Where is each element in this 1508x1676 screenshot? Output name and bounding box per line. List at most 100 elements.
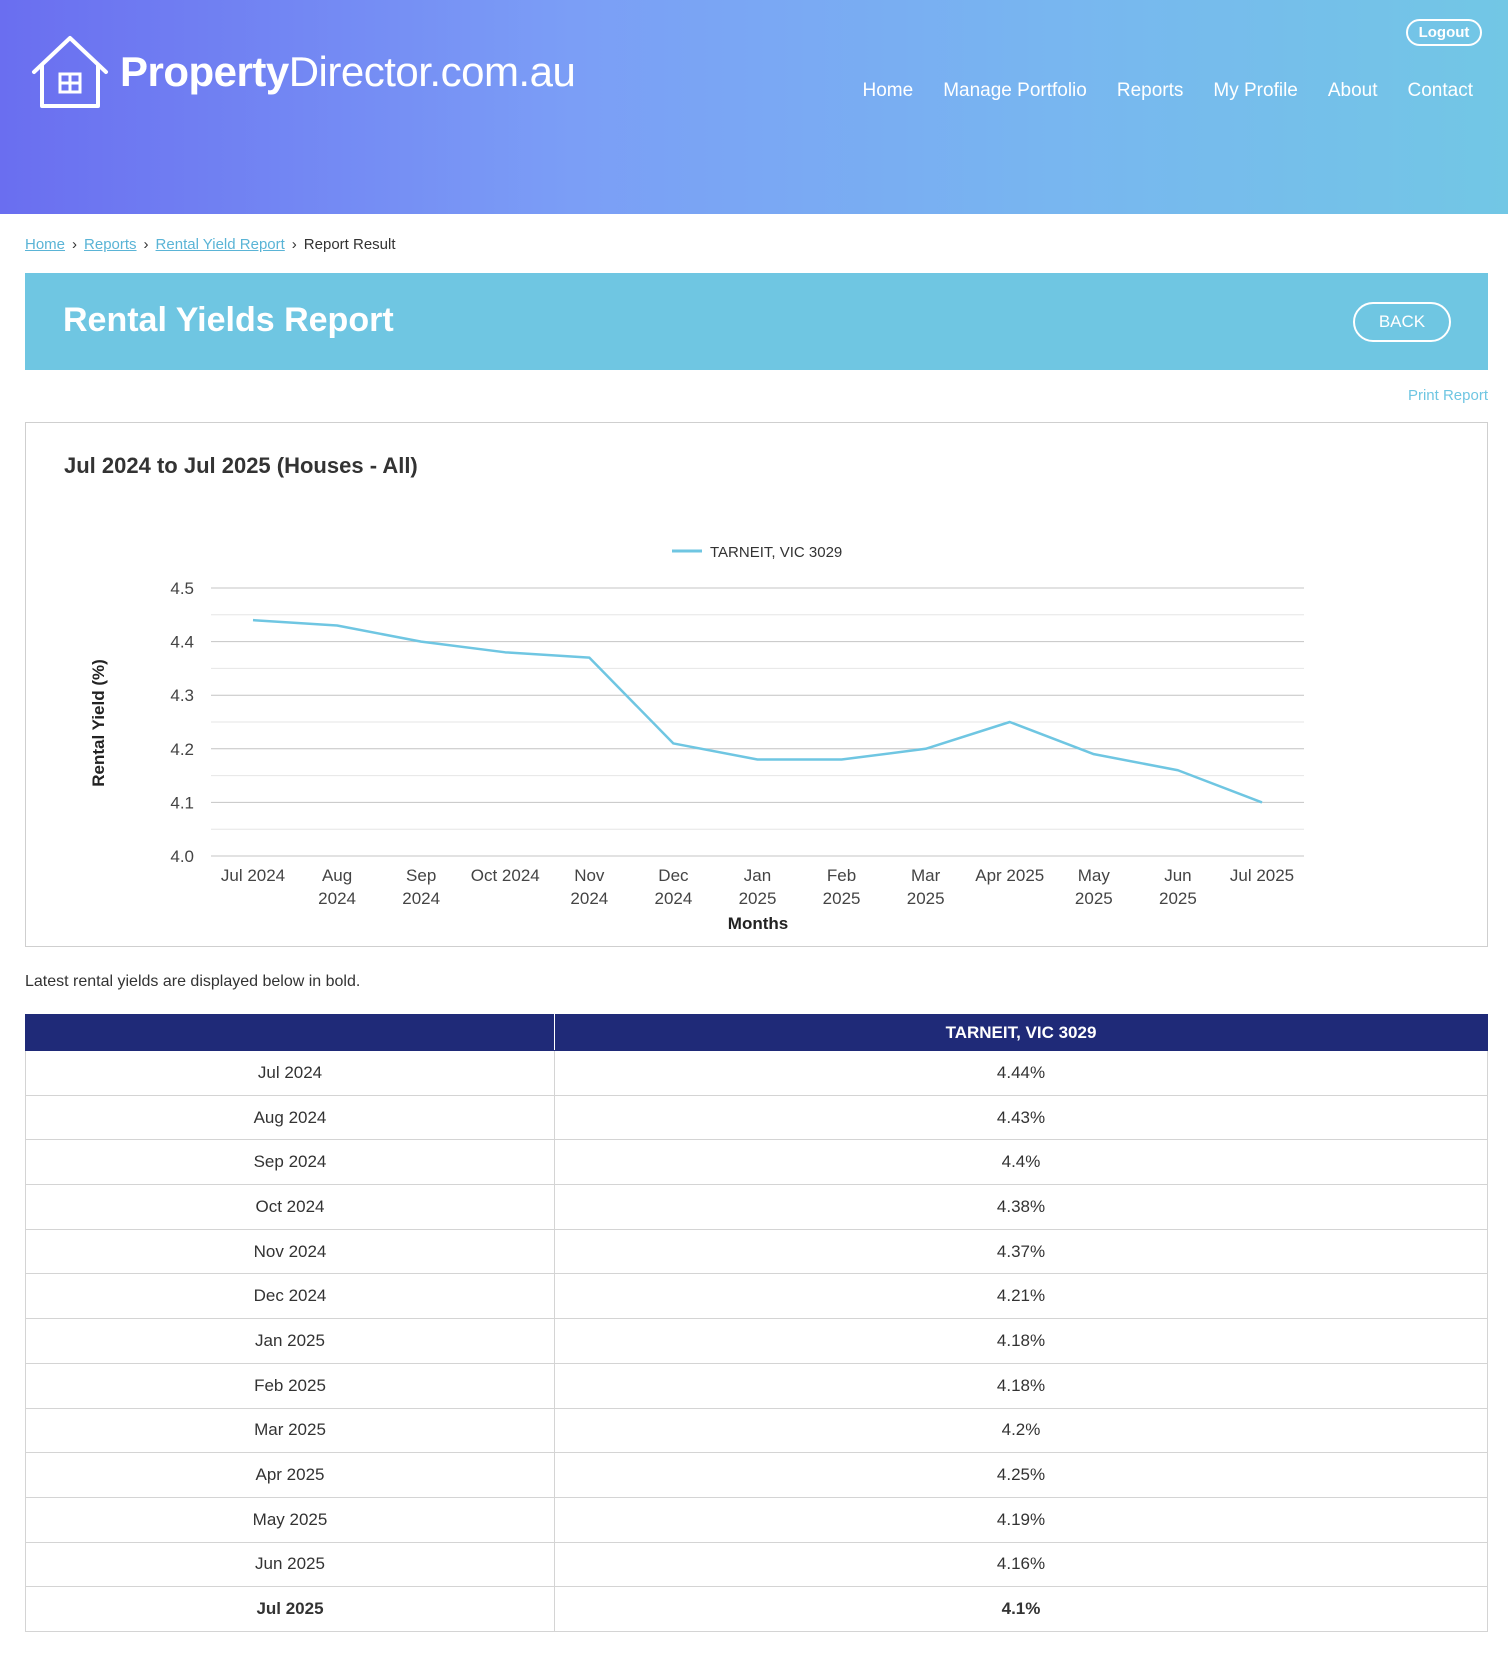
x-axis-label: Months bbox=[728, 914, 788, 933]
x-tick-label: Jan bbox=[744, 866, 771, 885]
table-cell-yield: 4.4% bbox=[554, 1139, 1488, 1186]
table-row: Feb 2025 4.18% bbox=[25, 1362, 1488, 1409]
table-header-row: TARNEIT, VIC 3029 bbox=[25, 1014, 1488, 1051]
table-cell-month: Jul 2024 bbox=[25, 1050, 555, 1096]
table-header-suburb: TARNEIT, VIC 3029 bbox=[554, 1014, 1488, 1051]
table-cell-yield: 4.37% bbox=[554, 1228, 1488, 1275]
nav-about[interactable]: About bbox=[1327, 80, 1378, 101]
table-cell-month: Apr 2025 bbox=[25, 1452, 555, 1498]
table-cell-yield: 4.18% bbox=[554, 1362, 1488, 1409]
x-tick-label: Jun bbox=[1164, 866, 1191, 885]
table-row: Aug 2024 4.43% bbox=[25, 1094, 1488, 1141]
chevron-right-icon: › bbox=[291, 236, 297, 253]
table-row: Oct 2024 4.38% bbox=[25, 1184, 1488, 1230]
table-row: Jul 2025 4.1% bbox=[25, 1586, 1488, 1632]
x-tick-label: 2025 bbox=[1075, 889, 1113, 908]
table-cell-month: Jun 2025 bbox=[25, 1541, 555, 1588]
x-tick-label: 2024 bbox=[655, 889, 693, 908]
breadcrumb: Home › Reports › Rental Yield Report › R… bbox=[25, 236, 396, 253]
y-tick-label: 4.5 bbox=[170, 579, 194, 598]
chevron-right-icon: › bbox=[143, 236, 149, 253]
table-row: Dec 2024 4.21% bbox=[25, 1273, 1488, 1320]
nav-home[interactable]: Home bbox=[862, 80, 914, 101]
y-tick-label: 4.2 bbox=[170, 740, 194, 759]
logo-text-bold: Property bbox=[120, 48, 289, 95]
y-axis-label: Rental Yield (%) bbox=[89, 659, 108, 787]
page-title: Rental Yields Report bbox=[63, 301, 394, 339]
chart-container: Jul 2024 to Jul 2025 (Houses - All) 4.0 4… bbox=[25, 422, 1488, 947]
table-cell-yield: 4.38% bbox=[554, 1184, 1488, 1230]
table-row: Jun 2025 4.16% bbox=[25, 1541, 1488, 1588]
print-report-link[interactable]: Print Report bbox=[1407, 387, 1488, 404]
x-tick-label: 2024 bbox=[402, 889, 440, 908]
main-nav: Home Manage Portfolio Reports My Profile… bbox=[833, 80, 1473, 102]
table-header-month bbox=[25, 1014, 555, 1051]
y-tick-label: 4.4 bbox=[170, 633, 194, 652]
logo-text-light: Director.com.au bbox=[288, 48, 576, 95]
x-tick-label: May bbox=[1078, 866, 1111, 885]
logout-button[interactable]: Logout bbox=[1406, 19, 1482, 46]
table-row: May 2025 4.19% bbox=[25, 1496, 1488, 1543]
breadcrumb-current: Report Result bbox=[303, 236, 396, 253]
x-tick-label: Apr 2025 bbox=[975, 866, 1044, 885]
x-tick-label: Sep bbox=[406, 866, 436, 885]
x-tick-label: Feb bbox=[827, 866, 856, 885]
table-cell-month: Jan 2025 bbox=[25, 1318, 555, 1364]
chevron-right-icon: › bbox=[72, 236, 78, 253]
table-row: Jul 2024 4.44% bbox=[25, 1050, 1488, 1096]
x-tick-label: Mar bbox=[911, 866, 941, 885]
site-logo[interactable]: PropertyDirector.com.au bbox=[30, 32, 610, 112]
rental-yield-chart: 4.0 4.1 4.2 4.3 4.4 4.5 Rental Yield (%) Jul 20… bbox=[89, 544, 1304, 933]
table-cell-month: Oct 2024 bbox=[25, 1184, 555, 1230]
table-cell-yield: 4.18% bbox=[554, 1318, 1488, 1364]
table-cell-month: Dec 2024 bbox=[25, 1273, 555, 1320]
table-cell-month: Feb 2025 bbox=[25, 1362, 555, 1409]
table-cell-yield: 4.25% bbox=[554, 1452, 1488, 1498]
table-cell-yield: 4.16% bbox=[554, 1541, 1488, 1588]
table-cell-yield: 4.19% bbox=[554, 1496, 1488, 1543]
table-cell-month: Sep 2024 bbox=[25, 1139, 555, 1186]
table-cell-yield: 4.2% bbox=[554, 1407, 1488, 1454]
table-cell-yield: 4.21% bbox=[554, 1273, 1488, 1320]
x-tick-label: Aug bbox=[322, 866, 352, 885]
table-cell-month: Jul 2025 bbox=[25, 1586, 555, 1632]
series-line bbox=[252, 618, 1263, 804]
table-cell-yield: 4.1% bbox=[554, 1586, 1488, 1632]
x-tick-label: Nov bbox=[574, 866, 605, 885]
table-cell-month: May 2025 bbox=[25, 1496, 555, 1543]
site-header: PropertyDirector.com.au Logout Home Mana… bbox=[0, 0, 1508, 214]
nav-contact[interactable]: Contact bbox=[1407, 80, 1473, 101]
nav-my-profile[interactable]: My Profile bbox=[1213, 80, 1298, 101]
report-title-bar: Rental Yields Report BACK bbox=[25, 273, 1488, 370]
table-cell-yield: 4.44% bbox=[554, 1050, 1488, 1096]
legend-label: TARNEIT, VIC 3029 bbox=[710, 544, 842, 561]
nav-reports[interactable]: Reports bbox=[1116, 80, 1184, 101]
back-button[interactable]: BACK bbox=[1353, 302, 1451, 342]
x-tick-label: Dec bbox=[658, 866, 689, 885]
table-cell-month: Aug 2024 bbox=[25, 1094, 555, 1141]
table-note: Latest rental yields are displayed below… bbox=[25, 973, 361, 990]
logo-text: PropertyDirector.com.au bbox=[120, 48, 576, 96]
table-cell-yield: 4.43% bbox=[554, 1094, 1488, 1141]
x-tick-label: Jul 2024 bbox=[221, 866, 285, 885]
table-cell-month: Mar 2025 bbox=[25, 1407, 555, 1454]
x-tick-label: 2025 bbox=[739, 889, 777, 908]
breadcrumb-rental-yield-report[interactable]: Rental Yield Report bbox=[155, 236, 285, 253]
table-row: Mar 2025 4.2% bbox=[25, 1407, 1488, 1454]
table-cell-month: Nov 2024 bbox=[25, 1228, 555, 1275]
x-tick-label: 2025 bbox=[1159, 889, 1197, 908]
breadcrumb-reports[interactable]: Reports bbox=[84, 236, 137, 253]
x-tick-label: 2024 bbox=[318, 889, 356, 908]
nav-manage-portfolio[interactable]: Manage Portfolio bbox=[943, 80, 1087, 101]
x-tick-label: Jul 2025 bbox=[1230, 866, 1294, 885]
x-tick-label: 2024 bbox=[570, 889, 608, 908]
breadcrumb-home[interactable]: Home bbox=[25, 236, 66, 253]
rental-yield-table: TARNEIT, VIC 3029 Jul 2024 4.44% Aug 2024 4… bbox=[25, 1014, 1488, 1632]
chart-title: Jul 2024 to Jul 2025 (Houses - All) bbox=[64, 453, 418, 478]
table-row: Jan 2025 4.18% bbox=[25, 1318, 1488, 1364]
y-tick-label: 4.3 bbox=[170, 686, 194, 705]
x-tick-label: 2025 bbox=[907, 889, 945, 908]
table-row: Sep 2024 4.4% bbox=[25, 1139, 1488, 1186]
y-tick-label: 4.0 bbox=[170, 847, 194, 866]
table-row: Apr 2025 4.25% bbox=[25, 1452, 1488, 1498]
